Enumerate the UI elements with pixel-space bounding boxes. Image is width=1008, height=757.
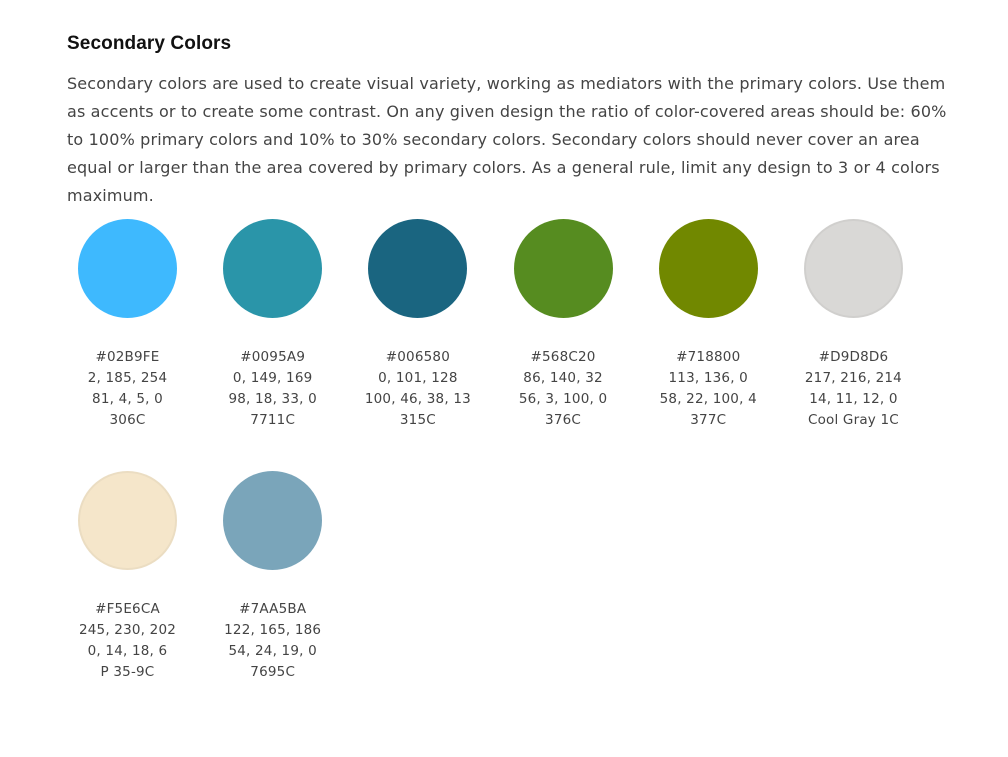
- color-swatch: #006580 0, 101, 128 100, 46, 38, 13 315C: [357, 219, 478, 431]
- swatch-hex: #F5E6CA: [95, 601, 160, 617]
- color-swatch: #7AA5BA 122, 165, 186 54, 24, 19, 0 7695…: [212, 471, 333, 683]
- swatch-pms: 7711C: [250, 412, 296, 428]
- swatch-hex: #7AA5BA: [239, 601, 307, 617]
- swatch-cmyk: 100, 46, 38, 13: [364, 391, 471, 407]
- color-swatch: #D9D8D6 217, 216, 214 14, 11, 12, 0 Cool…: [793, 219, 914, 431]
- color-swatch-circle: [803, 219, 903, 318]
- swatch-hex: #0095A9: [240, 349, 306, 365]
- swatch-pms: 306C: [109, 412, 146, 428]
- section-title: Secondary Colors: [67, 33, 232, 54]
- swatch-hex: #718800: [676, 349, 741, 365]
- color-swatch-circle: [223, 471, 323, 570]
- color-swatch-circle: [368, 219, 468, 318]
- swatch-hex: #02B9FE: [95, 349, 160, 365]
- color-swatch: #718800 113, 136, 0 58, 22, 100, 4 377C: [648, 219, 769, 431]
- swatch-cmyk: 0, 14, 18, 6: [87, 643, 168, 659]
- swatch-rgb: 0, 101, 128: [378, 370, 458, 386]
- swatch-info: #D9D8D6 217, 216, 214 14, 11, 12, 0 Cool…: [805, 347, 902, 431]
- swatch-cmyk: 56, 3, 100, 0: [518, 391, 608, 407]
- swatch-grid: #02B9FE 2, 185, 254 81, 4, 5, 0 306C #00…: [67, 219, 947, 683]
- swatch-pms: 376C: [545, 412, 582, 428]
- swatch-cmyk: 81, 4, 5, 0: [92, 391, 163, 407]
- swatch-pms: P 35-9C: [100, 664, 155, 680]
- color-swatch-circle: [658, 219, 758, 318]
- color-swatch-circle: [223, 219, 323, 318]
- color-swatch-circle: [78, 471, 177, 570]
- swatch-info: #02B9FE 2, 185, 254 81, 4, 5, 0 306C: [88, 347, 168, 431]
- swatch-pms: 7695C: [250, 664, 296, 680]
- swatch-hex: #568C20: [530, 349, 596, 365]
- swatch-rgb: 0, 149, 169: [232, 370, 313, 386]
- color-swatch: #0095A9 0, 149, 169 98, 18, 33, 0 7711C: [212, 219, 333, 431]
- swatch-rgb: 245, 230, 202: [78, 622, 177, 638]
- swatch-info: #0095A9 0, 149, 169 98, 18, 33, 0 7711C: [228, 347, 316, 431]
- color-swatch: #568C20 86, 140, 32 56, 3, 100, 0 376C: [503, 219, 624, 431]
- section-description: Secondary colors are used to create visu…: [67, 74, 947, 205]
- swatch-pms: 315C: [399, 412, 436, 428]
- swatch-info: #F5E6CA 245, 230, 202 0, 14, 18, 6 P 35-…: [79, 599, 176, 683]
- swatch-info: #7AA5BA 122, 165, 186 54, 24, 19, 0 7695…: [224, 599, 321, 683]
- swatch-pms: Cool Gray 1C: [807, 412, 899, 428]
- swatch-info: #568C20 86, 140, 32 56, 3, 100, 0 376C: [519, 347, 607, 431]
- swatch-rgb: 217, 216, 214: [804, 370, 902, 386]
- swatch-rgb: 113, 136, 0: [668, 370, 748, 386]
- secondary-colors-section: Secondary Colors Secondary colors are us…: [67, 30, 947, 210]
- swatch-hex: #006580: [385, 349, 450, 365]
- swatch-cmyk: 14, 11, 12, 0: [809, 391, 898, 407]
- swatch-rgb: 86, 140, 32: [523, 370, 603, 386]
- swatch-pms: 377C: [690, 412, 727, 428]
- swatch-cmyk: 98, 18, 33, 0: [228, 391, 317, 407]
- color-swatch: #02B9FE 2, 185, 254 81, 4, 5, 0 306C: [67, 219, 188, 431]
- swatch-info: #718800 113, 136, 0 58, 22, 100, 4 377C: [660, 347, 757, 431]
- color-swatch-circle: [78, 219, 177, 318]
- swatch-cmyk: 54, 24, 19, 0: [228, 643, 317, 659]
- swatch-rgb: 2, 185, 254: [87, 370, 168, 386]
- swatch-hex: #D9D8D6: [818, 349, 889, 365]
- color-swatch: #F5E6CA 245, 230, 202 0, 14, 18, 6 P 35-…: [67, 471, 188, 683]
- swatch-rgb: 122, 165, 186: [224, 622, 322, 638]
- swatch-info: #006580 0, 101, 128 100, 46, 38, 13 315C: [365, 347, 471, 431]
- color-swatch-circle: [513, 219, 613, 318]
- swatch-cmyk: 58, 22, 100, 4: [659, 391, 757, 407]
